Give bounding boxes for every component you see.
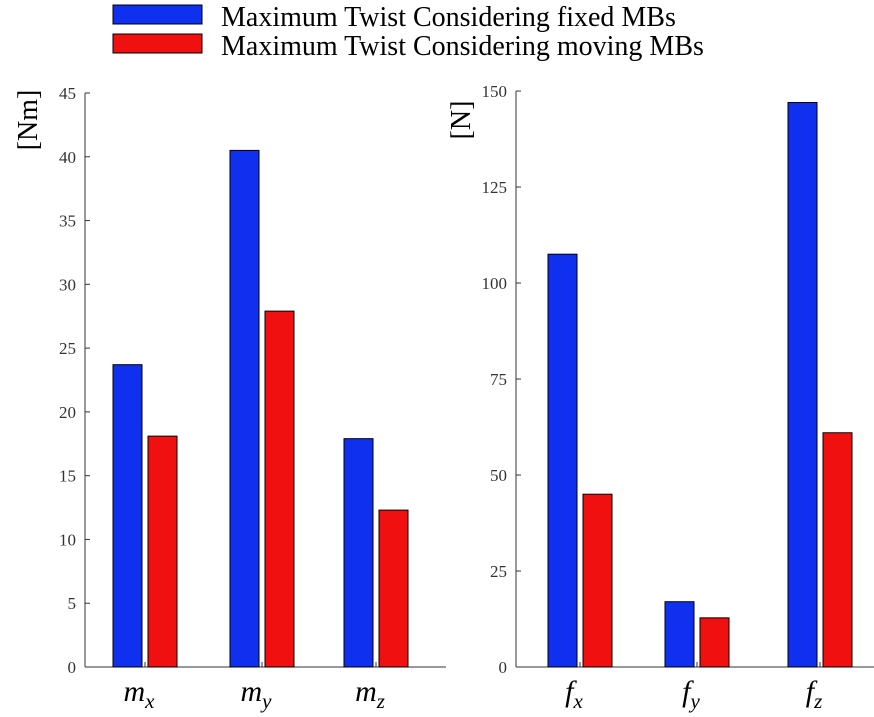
y-tick-label: 25 bbox=[490, 562, 507, 581]
y-tick-label: 5 bbox=[68, 594, 77, 613]
bar-mz-series-1 bbox=[343, 438, 374, 668]
y-tick-label: 45 bbox=[59, 84, 76, 103]
y-tick-label: 10 bbox=[59, 530, 76, 549]
y-tick-label: 0 bbox=[499, 658, 508, 677]
bar-fx-series-2 bbox=[582, 493, 613, 668]
y-tick-label: 25 bbox=[59, 339, 76, 358]
bar-mz-series-2 bbox=[378, 509, 409, 668]
legend-label-2: Maximum Twist Considering moving MBs bbox=[221, 31, 704, 62]
legend-swatch-1 bbox=[112, 4, 203, 25]
y-tick-label: 50 bbox=[490, 466, 507, 485]
bar-fy-series-1 bbox=[664, 601, 695, 668]
x-tick-label: mz bbox=[355, 675, 385, 713]
y-tick-label: 20 bbox=[59, 403, 76, 422]
chart-panel-2: 0 25 50 75 100 125 150 [N] fx fy fz bbox=[446, 82, 874, 713]
x-tick-label: mx bbox=[124, 675, 156, 713]
bar-fz-series-1 bbox=[787, 102, 818, 668]
chart-panel-1: 0 5 10 15 20 25 30 35 40 45 [Nm] mx my mz bbox=[13, 84, 446, 713]
chart-panels: 0 5 10 15 20 25 30 35 40 45 [Nm] mx my mz 0 25 50 75 100 12… bbox=[13, 82, 874, 713]
x-tick-label: fy bbox=[682, 675, 700, 713]
y-tick-label: 0 bbox=[68, 658, 77, 677]
x-tick-label: fx bbox=[565, 675, 583, 713]
y-tick-label: 100 bbox=[482, 274, 508, 293]
y-tick-label: 150 bbox=[482, 82, 508, 101]
legend-label-1: Maximum Twist Considering fixed MBs bbox=[221, 2, 676, 33]
x-tick-label: my bbox=[241, 675, 273, 713]
x-tick-label: fz bbox=[806, 675, 823, 713]
bar-mx-series-1 bbox=[112, 364, 143, 668]
bar-my-series-2 bbox=[264, 310, 295, 668]
y-tick-label: 125 bbox=[482, 178, 508, 197]
y-tick-label: 30 bbox=[59, 275, 76, 294]
y-tick-label: 40 bbox=[59, 148, 76, 167]
bar-mx-series-2 bbox=[147, 435, 178, 668]
legend: Maximum Twist Considering fixed MBsMaxim… bbox=[112, 2, 704, 62]
y-tick-label: 15 bbox=[59, 467, 76, 486]
bar-fy-series-2 bbox=[699, 617, 730, 668]
y-axis-label: [N] bbox=[446, 101, 477, 140]
bar-fz-series-2 bbox=[822, 432, 853, 668]
y-tick-label: 35 bbox=[59, 212, 76, 231]
y-tick-label: 75 bbox=[490, 370, 507, 389]
bar-fx-series-1 bbox=[547, 253, 578, 668]
legend-swatch-2 bbox=[112, 33, 203, 54]
bar-my-series-1 bbox=[229, 149, 260, 668]
y-axis-label: [Nm] bbox=[13, 90, 44, 151]
